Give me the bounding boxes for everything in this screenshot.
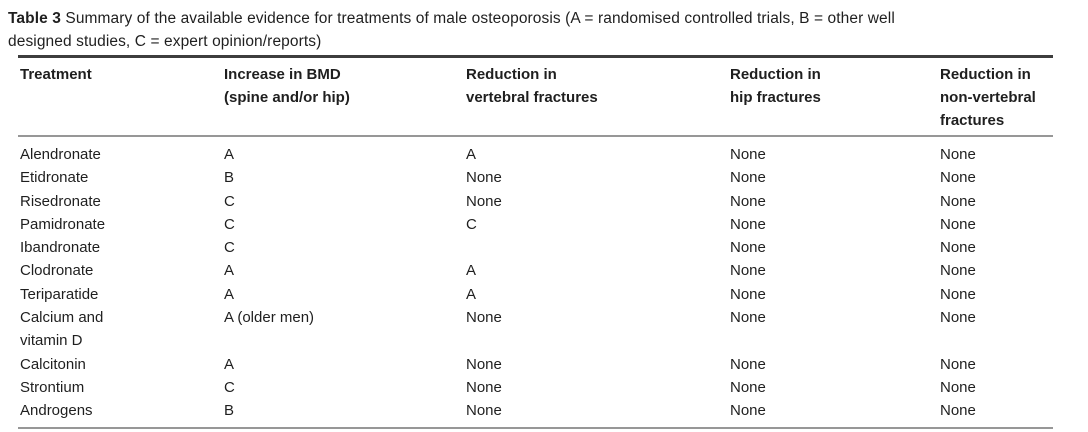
hip-cell: None (730, 262, 766, 280)
vertebral-cell (464, 236, 728, 259)
vertebral-cell: None (466, 378, 502, 396)
non-vertebral-cell: None (940, 215, 976, 233)
table-caption-text: Summary of the available evidence for tr… (8, 10, 895, 50)
vertebral-cell: None (466, 309, 502, 327)
table-row: Strontium C None None None (18, 376, 1053, 399)
vertebral-cell: None (466, 355, 502, 373)
vertebral-cell: A (466, 262, 477, 280)
table-row: Androgens B None None None (18, 399, 1053, 427)
bmd-cell: C (224, 192, 235, 210)
bmd-cell: C (224, 239, 235, 257)
table-row: Pamidronate C C None None (18, 213, 1053, 236)
hip-cell: None (730, 215, 766, 233)
treatment-cell: Teriparatide (20, 285, 99, 303)
vertebral-cell: None (466, 402, 502, 420)
column-header-treatment: Treatment (18, 56, 222, 137)
column-header-bmd: Increase in BMD (spine and/or hip) (222, 56, 464, 137)
treatment-cell: Calcium and vitamin D (20, 309, 104, 350)
bmd-cell: C (224, 215, 235, 233)
treatment-cell: Strontium (20, 378, 85, 396)
vertebral-cell: A (466, 285, 477, 303)
vertebral-cell: None (466, 192, 502, 210)
treatment-cell: Risedronate (20, 192, 101, 210)
non-vertebral-cell: None (940, 285, 976, 303)
table-row: Alendronate A A None None (18, 136, 1053, 166)
table-row: Risedronate C None None None (18, 190, 1053, 213)
hip-cell: None (730, 309, 766, 327)
hip-cell: None (730, 239, 766, 257)
bmd-cell: C (224, 378, 235, 396)
treatment-cell: Androgens (20, 402, 93, 420)
table-row: Calcium and vitamin D A (older men) None… (18, 306, 1053, 353)
table-caption-label: Table 3 (8, 10, 61, 27)
column-header-non-vertebral-fractures: Reduction in non-vertebral fractures (938, 56, 1053, 137)
table-row: Calcitonin A None None None (18, 353, 1053, 376)
treatment-cell: Clodronate (20, 262, 94, 280)
hip-cell: None (730, 169, 766, 187)
bmd-cell: A (224, 262, 235, 280)
non-vertebral-cell: None (940, 309, 976, 327)
table-caption: Table 3 Summary of the available evidenc… (8, 7, 1068, 53)
column-header-hip-fractures: Reduction in hip fractures (728, 56, 938, 137)
table-header-row: Treatment Increase in BMD (spine and/or … (18, 56, 1053, 137)
treatment-cell: Pamidronate (20, 215, 106, 233)
non-vertebral-cell: None (940, 402, 976, 420)
evidence-table: Treatment Increase in BMD (spine and/or … (18, 55, 1053, 429)
non-vertebral-cell: None (940, 146, 976, 163)
non-vertebral-cell: None (940, 355, 976, 373)
bmd-cell: A (224, 355, 235, 373)
treatment-cell: Etidronate (20, 169, 89, 187)
hip-cell: None (730, 192, 766, 210)
hip-cell: None (730, 146, 766, 163)
non-vertebral-cell: None (940, 169, 976, 187)
non-vertebral-cell: None (940, 262, 976, 280)
bmd-cell: A (224, 285, 235, 303)
bmd-cell: B (224, 402, 235, 420)
hip-cell: None (730, 378, 766, 396)
bmd-cell: A (224, 146, 235, 163)
column-header-vertebral-fractures: Reduction in vertebral fractures (464, 56, 728, 137)
treatment-cell: Ibandronate (20, 239, 101, 257)
vertebral-cell: A (466, 146, 477, 163)
vertebral-cell: C (466, 215, 477, 233)
table-body: Alendronate A A None None Etidronate B N… (18, 136, 1053, 428)
table-row: Teriparatide A A None None (18, 283, 1053, 306)
hip-cell: None (730, 355, 766, 373)
treatment-cell: Alendronate (20, 146, 101, 163)
table-row: Clodronate A A None None (18, 259, 1053, 282)
non-vertebral-cell: None (940, 378, 976, 396)
table-header: Treatment Increase in BMD (spine and/or … (18, 56, 1053, 137)
table-row: Ibandronate C None None (18, 236, 1053, 259)
bmd-cell: B (224, 169, 235, 187)
hip-cell: None (730, 285, 766, 303)
non-vertebral-cell: None (940, 239, 976, 257)
bmd-cell: A (older men) (224, 309, 315, 327)
hip-cell: None (730, 402, 766, 420)
treatment-cell: Calcitonin (20, 355, 86, 373)
table-row: Etidronate B None None None (18, 166, 1053, 189)
non-vertebral-cell: None (940, 192, 976, 210)
vertebral-cell: None (466, 169, 502, 187)
